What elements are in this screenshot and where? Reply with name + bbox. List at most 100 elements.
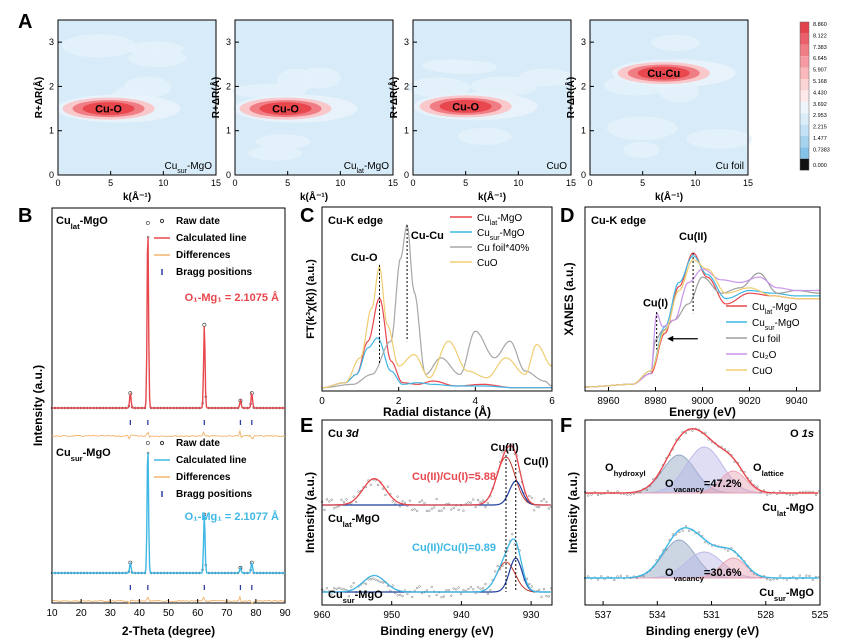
colorbar-tick-label: 8.122 — [813, 33, 827, 39]
heatmap-0: Cu-O Cusur-MgO 0 5 10 15 0 1 2 3 k(Å⁻¹) R+ΔR(Å) — [32, 19, 221, 203]
calculated-line-0 — [52, 237, 285, 409]
raw-data-peak-point — [145, 221, 150, 225]
y-tick-label: 2 — [581, 81, 586, 91]
raw-data-point — [472, 588, 475, 591]
raw-data-point — [411, 508, 414, 511]
heatmap-texture — [457, 127, 512, 146]
x-tick-label: 8960 — [597, 396, 620, 407]
raw-data-point — [511, 443, 514, 446]
x-tick-label: 15 — [743, 178, 753, 188]
heatmap-texture — [276, 68, 317, 92]
y-tick-label: 1 — [226, 126, 231, 136]
x-tick-label: 30 — [105, 608, 117, 619]
raw-data-point — [430, 507, 433, 510]
heatmap-3: Cu-Cu Cu foil 0 5 10 15 0 1 2 3 k(Å⁻¹) R+ΔR(Å) — [564, 19, 753, 203]
x-tick-label: 10 — [513, 178, 523, 188]
annotation-cu-o: Cu-O — [351, 252, 378, 264]
colorbar-swatch — [800, 56, 809, 68]
heatmap-sample-label-main: CuO — [546, 161, 567, 172]
colorbar-tick-label: 5.907 — [813, 68, 827, 74]
raw-data-point — [533, 509, 536, 512]
x-tick-label: 10 — [46, 608, 58, 619]
heatmap-texture — [623, 141, 660, 159]
raw-data-point — [772, 578, 775, 581]
raw-data-point — [440, 509, 443, 512]
x-tick-label: 5 — [463, 178, 468, 188]
label-o-vacancy-sur-tail: =30.6% — [704, 567, 742, 579]
colorbar-swatch — [800, 79, 809, 91]
legend-label-main: Cu — [752, 302, 765, 313]
x-axis-label: k(Å⁻¹) — [478, 190, 506, 203]
raw-data-point — [684, 525, 687, 528]
x-tick-label: 5 — [285, 178, 290, 188]
raw-data-point — [616, 575, 619, 578]
raw-data-point — [357, 490, 360, 493]
raw-data-point — [330, 593, 333, 596]
raw-data-point — [335, 506, 338, 509]
raw-data-point — [766, 493, 769, 496]
heatmap-sample-label-tail: -MgO — [364, 161, 389, 172]
x-tick-label: 528 — [757, 610, 774, 621]
legend-label-main: Cu — [477, 213, 490, 224]
annotation-cu-i: Cu(I) — [523, 456, 548, 468]
y-tick-label: 0 — [404, 170, 409, 180]
x-tick-label: 0 — [587, 178, 592, 188]
x-tick-label: 0 — [410, 178, 415, 188]
colorbar-tick-label: 7.383 — [813, 45, 827, 51]
x-tick-label: 9000 — [691, 396, 714, 407]
label-o-lattice-sub: lattice — [762, 469, 785, 478]
raw-data-point — [437, 509, 441, 512]
x-axis-label: Radial distance (Å) — [383, 404, 491, 419]
x-tick-label: 534 — [649, 610, 666, 621]
raw-data-point — [467, 501, 470, 504]
raw-data-point — [530, 496, 533, 499]
legend-label: Culat-MgO — [752, 302, 797, 316]
raw-data-point — [477, 586, 480, 589]
raw-data-point — [629, 493, 632, 496]
raw-data-point — [408, 499, 411, 502]
heatmap-sample-label: CuO — [546, 161, 567, 172]
panel-letter-E: E — [300, 415, 313, 437]
raw-data-point — [587, 575, 590, 578]
x-tick-label: 70 — [221, 608, 233, 619]
raw-data-point — [749, 479, 753, 482]
sample-label-lat-tail: -MgO — [80, 215, 109, 227]
raw-data-point — [435, 593, 438, 597]
raw-data-point — [381, 581, 385, 584]
heatmap-contour-inner — [259, 102, 312, 116]
legend-label-tail: -MgO — [497, 213, 522, 224]
raw-data-point — [756, 485, 759, 488]
raw-data-point — [469, 586, 472, 589]
colorbar-swatch — [800, 147, 809, 159]
sample-label-lat: Culat-MgO — [56, 215, 108, 231]
sample-label-lat-sub: lat — [343, 520, 352, 529]
panel-c-frame — [321, 206, 553, 392]
raw-data-point — [547, 507, 550, 510]
sample-label-sur-sub: sur — [343, 596, 355, 605]
legend-label: Raw date — [176, 438, 220, 449]
raw-data-point — [345, 498, 348, 501]
colorbar-swatch — [800, 67, 809, 79]
label-o-hydroxyl-sub: hydroxyl — [614, 469, 646, 478]
legend: Raw date Calculated line Differences Bragg … — [154, 438, 253, 500]
legend-label: Cu foil*40% — [477, 243, 529, 254]
raw-data-point — [374, 578, 377, 581]
x-tick-label: 950 — [383, 610, 400, 621]
raw-data-point — [352, 495, 355, 498]
raw-data-point — [538, 588, 541, 591]
raw-data-point — [530, 585, 533, 588]
raw-data-point — [626, 493, 629, 496]
calculated-line-1 — [52, 452, 285, 574]
bond-length-sur: O₁-Mg₁ = 2.1077 Å — [185, 510, 279, 523]
series-line-3 — [321, 264, 553, 389]
label-o-vacancy-lat-tail: =47.2% — [704, 478, 742, 490]
x-tick-label: 15 — [211, 178, 221, 188]
raw-data-point — [394, 502, 397, 505]
legend-label: Cusur-MgO — [477, 228, 525, 242]
label-o-vacancy-lat-main: O — [665, 478, 674, 490]
annotation-cu-i: Cu(I) — [643, 298, 668, 310]
raw-data-point — [425, 509, 428, 513]
